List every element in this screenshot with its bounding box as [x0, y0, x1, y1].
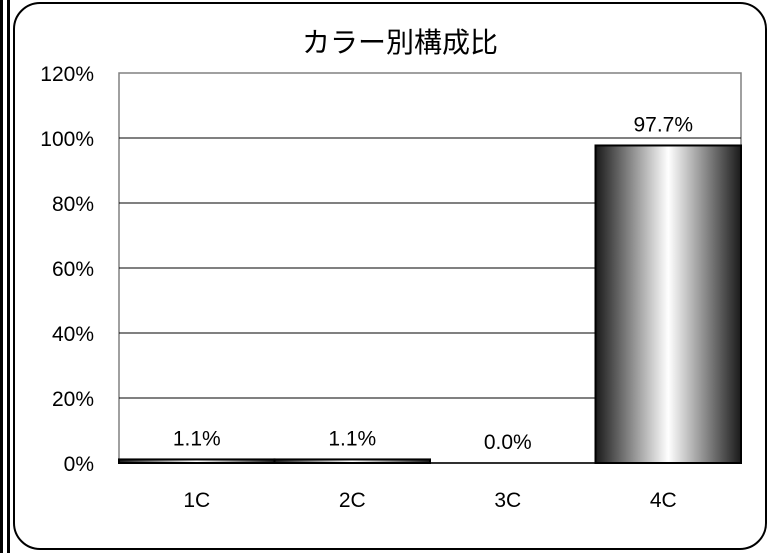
data-label-3C: 0.0%: [484, 431, 532, 454]
data-label-4C: 97.7%: [633, 113, 693, 136]
y-tick-label: 60%: [52, 258, 94, 281]
x-tick-label-4C: 4C: [650, 489, 677, 512]
window-edge-inner: [3, 0, 7, 553]
chart-title: カラー別構成比: [302, 26, 498, 59]
y-axis-ticks: 0% 20% 40% 60% 80% 100% 120%: [40, 63, 94, 476]
chart-frame: [13, 2, 767, 550]
y-tick-label: 0%: [64, 453, 94, 476]
y-tick-label: 120%: [40, 63, 94, 86]
data-label-2C: 1.1%: [328, 427, 376, 450]
bar-4C: [594, 144, 742, 464]
x-tick-label-1C: 1C: [183, 489, 210, 512]
x-tick-label-2C: 2C: [339, 489, 366, 512]
data-label-1C: 1.1%: [173, 427, 221, 450]
y-tick-label: 20%: [52, 388, 94, 411]
y-tick-label: 80%: [52, 193, 94, 216]
data-labels: 1.1% 1.1% 0.0% 97.7%: [173, 113, 693, 454]
x-axis-ticks: 1C 2C 3C 4C: [183, 489, 676, 512]
x-tick-label-3C: 3C: [494, 489, 521, 512]
y-tick-label: 40%: [52, 323, 94, 346]
y-tick-label: 100%: [40, 128, 94, 151]
